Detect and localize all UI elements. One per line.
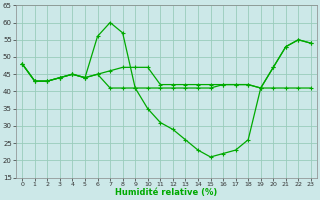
X-axis label: Humidité relative (%): Humidité relative (%) xyxy=(116,188,218,197)
